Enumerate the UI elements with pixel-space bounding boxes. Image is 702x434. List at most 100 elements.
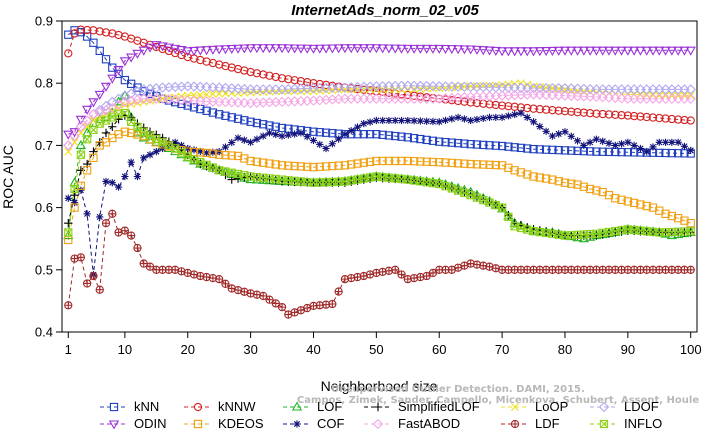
point-odin bbox=[352, 44, 363, 54]
legend-swatch-marker bbox=[598, 401, 610, 413]
point-cof bbox=[347, 127, 355, 135]
y-tick-label: 0.4 bbox=[35, 325, 53, 340]
watermark-line-1: Unsupervised Outlier Detection. DAMI, 20… bbox=[331, 384, 585, 395]
point-kdeos bbox=[642, 201, 651, 211]
point-simplifiedlof bbox=[108, 122, 117, 131]
point-cof bbox=[485, 113, 494, 122]
point-knnw bbox=[460, 97, 469, 106]
point-ldf bbox=[127, 231, 136, 240]
point-odin bbox=[628, 46, 640, 56]
point-ldof bbox=[239, 83, 250, 95]
x-tick-label: 70 bbox=[495, 342, 509, 357]
point-knn bbox=[617, 147, 626, 157]
point-fastabod bbox=[169, 94, 181, 105]
point-kdeos bbox=[271, 160, 280, 169]
point-kdeos bbox=[347, 160, 356, 169]
point-knnw bbox=[529, 104, 538, 113]
point-kdeos bbox=[435, 158, 444, 167]
point-knn bbox=[604, 147, 614, 157]
point-kdeos bbox=[472, 160, 482, 169]
point-odin bbox=[63, 130, 74, 140]
point-knnw bbox=[623, 111, 632, 120]
point-knnw bbox=[567, 107, 576, 116]
point-ldf bbox=[397, 270, 406, 279]
legend-swatch-marker bbox=[510, 419, 520, 429]
point-knnw bbox=[101, 28, 111, 37]
point-knn bbox=[655, 148, 664, 158]
series-points-knnw bbox=[64, 25, 695, 125]
y-tick-label: 0.6 bbox=[35, 200, 53, 215]
point-knn bbox=[428, 136, 438, 145]
point-odin bbox=[490, 46, 501, 56]
point-cof bbox=[335, 135, 343, 143]
point-knn bbox=[466, 140, 475, 149]
point-ldf bbox=[265, 295, 274, 304]
point-knn bbox=[309, 127, 318, 136]
point-knnw bbox=[655, 113, 664, 123]
point-odin bbox=[515, 47, 527, 57]
point-kdeos bbox=[127, 128, 136, 138]
point-knn bbox=[554, 145, 563, 155]
point-kdeos bbox=[227, 151, 236, 160]
point-ldof bbox=[100, 100, 112, 112]
point-knn bbox=[391, 131, 400, 141]
point-ldf bbox=[196, 271, 205, 281]
point-ldf bbox=[177, 267, 186, 276]
point-loop bbox=[64, 147, 73, 156]
point-kdeos bbox=[592, 186, 601, 195]
point-knn bbox=[472, 140, 482, 149]
point-lof bbox=[138, 132, 149, 142]
point-cof bbox=[341, 130, 349, 138]
series-points-inflo bbox=[64, 108, 695, 240]
legend-item-fastabod: FastABOD bbox=[364, 416, 460, 431]
point-knn bbox=[397, 132, 406, 141]
x-tick-label: 40 bbox=[306, 342, 320, 357]
point-odin bbox=[421, 44, 432, 54]
point-odin bbox=[245, 44, 256, 54]
point-cof bbox=[410, 117, 418, 125]
point-knnw bbox=[359, 85, 368, 94]
point-simplifiedlof bbox=[101, 128, 111, 138]
point-cof bbox=[152, 148, 160, 156]
point-cof bbox=[624, 138, 632, 146]
point-cof bbox=[404, 116, 412, 125]
point-odin bbox=[478, 46, 489, 56]
point-knn bbox=[673, 149, 683, 158]
point-cof bbox=[309, 136, 318, 145]
point-odin bbox=[119, 57, 131, 67]
series-points-fastabod bbox=[63, 89, 696, 151]
point-cof bbox=[687, 146, 695, 154]
point-kdeos bbox=[541, 174, 551, 183]
point-knn bbox=[416, 134, 425, 144]
point-odin bbox=[496, 47, 508, 57]
point-odin bbox=[553, 46, 564, 56]
point-knn bbox=[541, 145, 551, 154]
legend-swatch-marker bbox=[293, 420, 301, 428]
point-cof bbox=[617, 140, 626, 148]
point-fastabod bbox=[157, 93, 168, 104]
point-cof bbox=[253, 135, 261, 143]
point-cof bbox=[536, 122, 544, 131]
point-odin bbox=[672, 46, 684, 56]
point-cof bbox=[479, 114, 487, 123]
point-odin bbox=[107, 74, 118, 84]
point-odin bbox=[597, 46, 608, 56]
point-odin bbox=[88, 98, 99, 108]
point-cof bbox=[397, 116, 406, 125]
x-axis-label: Neighborhood size bbox=[321, 378, 438, 394]
point-cof bbox=[391, 116, 399, 125]
plot-frame bbox=[61, 20, 698, 333]
point-odin bbox=[94, 90, 105, 100]
point-odin bbox=[327, 44, 338, 54]
point-knn bbox=[453, 139, 463, 148]
point-cof bbox=[492, 113, 500, 122]
point-kdeos bbox=[303, 162, 312, 171]
point-cof bbox=[511, 110, 519, 119]
point-kdeos bbox=[378, 156, 387, 166]
point-knn bbox=[535, 145, 544, 154]
point-odin bbox=[264, 44, 275, 54]
x-tick-label: 90 bbox=[621, 342, 635, 357]
point-knn bbox=[384, 131, 394, 140]
point-kdeos bbox=[321, 162, 331, 171]
point-odin bbox=[440, 44, 451, 55]
